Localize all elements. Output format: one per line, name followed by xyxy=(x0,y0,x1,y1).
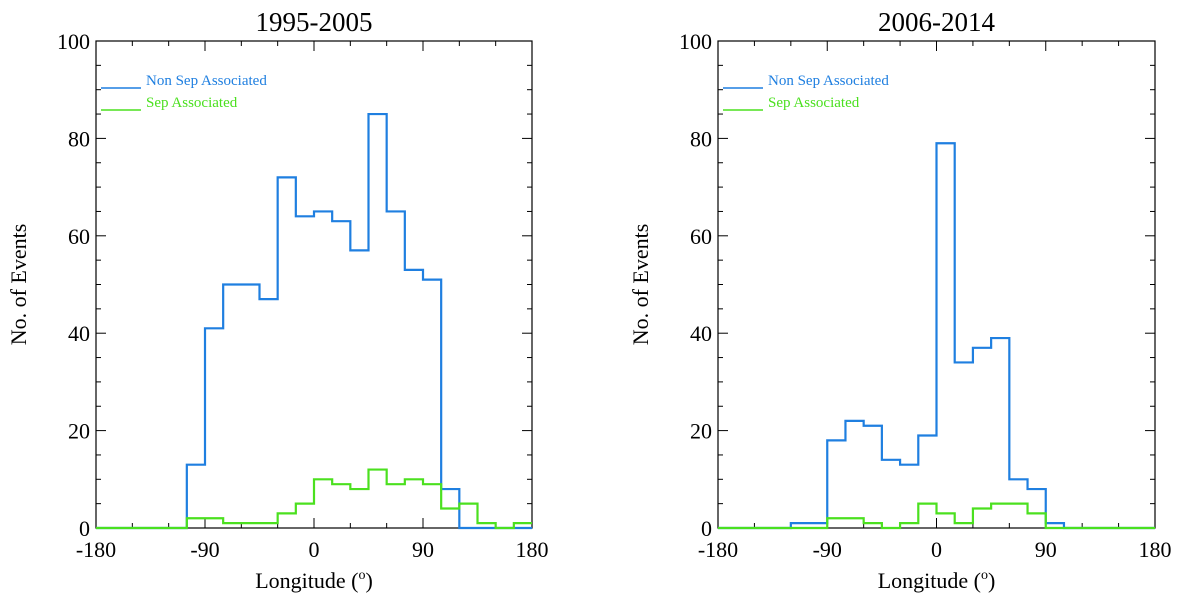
x-axis-label-degree: o xyxy=(981,568,988,583)
x-tick-label: 180 xyxy=(1139,537,1172,562)
y-tick-label: 60 xyxy=(690,224,712,249)
legend-label: Sep Associated xyxy=(768,95,860,111)
legend-label: Non Sep Associated xyxy=(768,73,889,89)
x-tick-label: -180 xyxy=(698,537,738,562)
y-tick-label: 80 xyxy=(68,126,90,151)
y-axis-label: No. of Events xyxy=(6,224,31,346)
x-tick-label: 180 xyxy=(516,537,549,562)
chart-panel-1: 1995-2005 -180 -90 0 90 180 0 20 40 60 80 100 Longit… xyxy=(6,7,549,593)
chart-title: 2006-2014 xyxy=(878,7,995,37)
y-tick-label: 60 xyxy=(68,224,90,249)
legend-label: Sep Associated xyxy=(146,95,238,111)
series-non-sep-step-line xyxy=(96,112,532,530)
y-tick-label: 40 xyxy=(690,321,712,346)
y-tick-label: 0 xyxy=(79,516,90,541)
x-axis-label-main: Longitude ( xyxy=(878,568,981,593)
y-tick-label: 0 xyxy=(701,516,712,541)
plot-frame xyxy=(95,40,533,529)
y-axis-label: No. of Events xyxy=(628,224,653,346)
legend-label: Non Sep Associated xyxy=(146,73,267,89)
series-non-sep-step-line xyxy=(718,142,1155,530)
series-sep-step-line xyxy=(96,468,532,530)
x-tick-label: 0 xyxy=(931,537,942,562)
x-tick-label: -90 xyxy=(813,537,842,562)
x-axis-label: Longitude (o) xyxy=(878,568,996,593)
x-axis-label-close: ) xyxy=(365,568,372,593)
x-tick-label: -90 xyxy=(190,537,219,562)
y-tick-label: 40 xyxy=(68,321,90,346)
x-tick-label: -180 xyxy=(76,537,116,562)
chart-title: 1995-2005 xyxy=(256,7,373,37)
y-tick-label: 20 xyxy=(68,419,90,444)
series-sep-step-line xyxy=(718,502,1155,530)
y-tick-label: 20 xyxy=(690,419,712,444)
y-tick-label: 100 xyxy=(57,29,90,54)
y-tick-label: 100 xyxy=(679,29,712,54)
x-tick-label: 0 xyxy=(309,537,320,562)
x-axis-label-degree: o xyxy=(358,568,365,583)
x-axis-label-main: Longitude ( xyxy=(255,568,358,593)
y-tick-label: 80 xyxy=(690,126,712,151)
x-tick-label: 90 xyxy=(1035,537,1057,562)
x-axis-label-close: ) xyxy=(988,568,995,593)
chart-panel-2: 2006-2014 -180 -90 0 90 180 0 20 40 60 80 100 Longit… xyxy=(628,7,1172,593)
x-axis-label: Longitude (o) xyxy=(255,568,373,593)
x-tick-label: 90 xyxy=(412,537,434,562)
